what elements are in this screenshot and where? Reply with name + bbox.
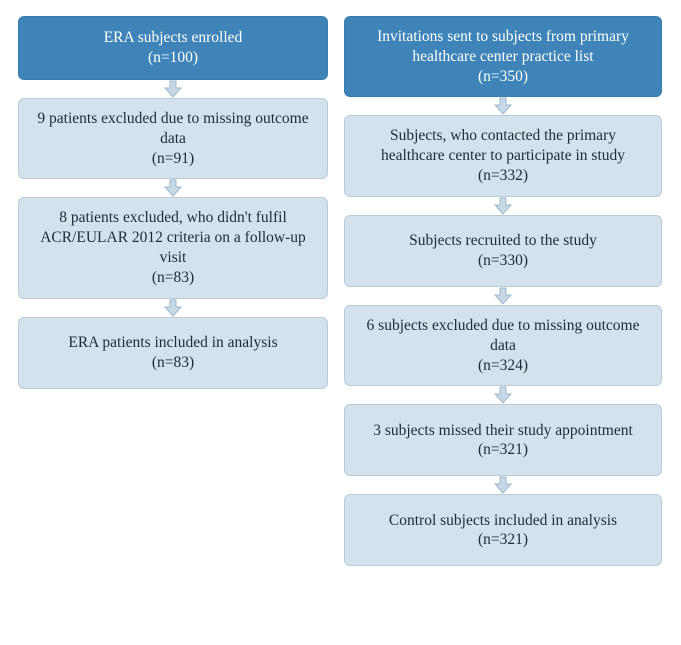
left-step-line1: 8 patients excluded, who didn't fulfil A… <box>37 208 309 267</box>
left-header-line1: ERA subjects enrolled <box>37 28 309 48</box>
left-column: ERA subjects enrolled (n=100) 9 patients… <box>18 16 328 389</box>
right-step-line1: Subjects, who contacted the primary heal… <box>363 126 643 166</box>
left-step-box: 9 patients excluded due to missing outco… <box>18 98 328 179</box>
right-step-line1: Subjects recruited to the study <box>363 231 643 251</box>
right-column: Invitations sent to subjects from primar… <box>344 16 662 566</box>
arrow-down-icon <box>494 476 512 494</box>
arrow-down-icon <box>494 97 512 115</box>
left-step-line2: (n=91) <box>37 149 309 169</box>
left-step-line1: ERA patients included in analysis <box>37 333 309 353</box>
arrow-down-icon <box>494 386 512 404</box>
arrow-down-icon <box>164 179 182 197</box>
left-step-line2: (n=83) <box>37 353 309 373</box>
right-step-box: 6 subjects excluded due to missing outco… <box>344 305 662 386</box>
left-step-line1: 9 patients excluded due to missing outco… <box>37 109 309 149</box>
right-step-box: 3 subjects missed their study appointmen… <box>344 404 662 476</box>
left-step-line2: (n=83) <box>37 268 309 288</box>
arrow-down-icon <box>164 299 182 317</box>
right-step-line1: 6 subjects excluded due to missing outco… <box>363 316 643 356</box>
right-step-line2: (n=321) <box>363 530 643 550</box>
right-step-line1: 3 subjects missed their study appointmen… <box>363 421 643 441</box>
right-header-box: Invitations sent to subjects from primar… <box>344 16 662 97</box>
right-header-line1: Invitations sent to subjects from primar… <box>363 27 643 67</box>
right-step-line2: (n=330) <box>363 251 643 271</box>
right-step-line1: Control subjects included in analysis <box>363 511 643 531</box>
arrow-down-icon <box>164 80 182 98</box>
right-step-box: Control subjects included in analysis (n… <box>344 494 662 566</box>
right-header-line2: (n=350) <box>363 67 643 87</box>
right-step-box: Subjects, who contacted the primary heal… <box>344 115 662 196</box>
left-header-line2: (n=100) <box>37 48 309 68</box>
right-step-line2: (n=332) <box>363 166 643 186</box>
right-step-box: Subjects recruited to the study (n=330) <box>344 215 662 287</box>
left-step-box: 8 patients excluded, who didn't fulfil A… <box>18 197 328 298</box>
right-step-line2: (n=321) <box>363 440 643 460</box>
right-step-line2: (n=324) <box>363 356 643 376</box>
flowchart: ERA subjects enrolled (n=100) 9 patients… <box>18 16 663 566</box>
arrow-down-icon <box>494 287 512 305</box>
left-header-box: ERA subjects enrolled (n=100) <box>18 16 328 80</box>
left-step-box: ERA patients included in analysis (n=83) <box>18 317 328 389</box>
arrow-down-icon <box>494 197 512 215</box>
